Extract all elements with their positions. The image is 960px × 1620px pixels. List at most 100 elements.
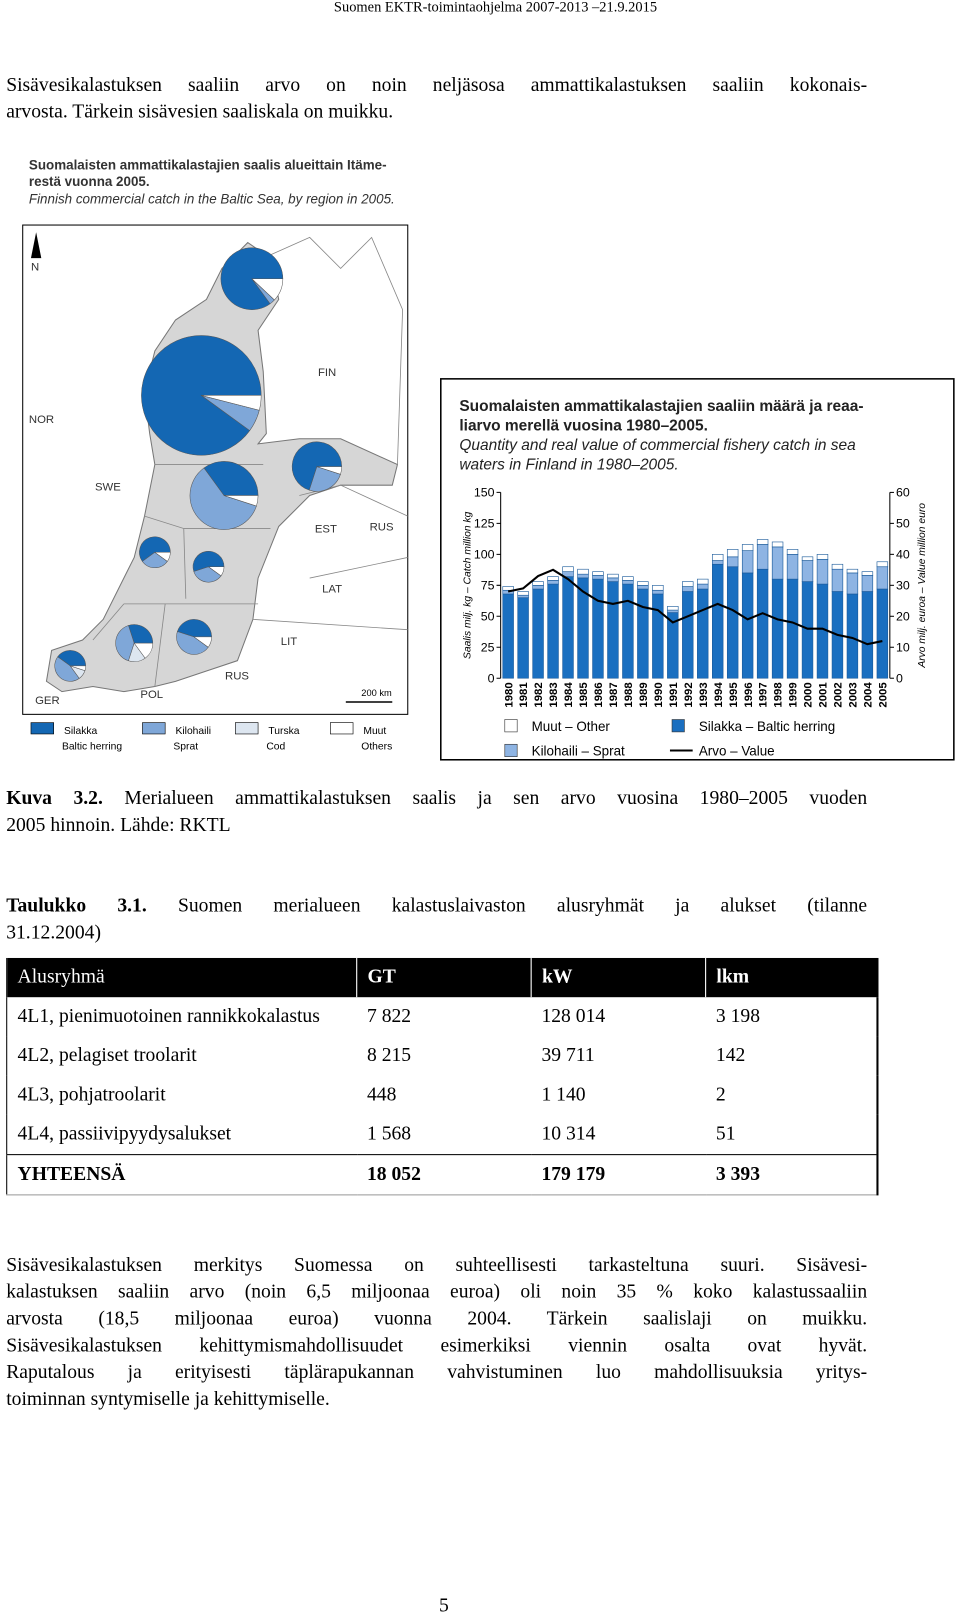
- caption-label: Taulukko 3.1.: [6, 895, 147, 917]
- legend-label: Sprat: [173, 741, 198, 752]
- table-cell: 1 568: [366, 1123, 412, 1145]
- table-cell: 179 179: [531, 1154, 706, 1196]
- y-tick-label: 0: [488, 671, 495, 685]
- header-cell: lkm: [705, 957, 878, 998]
- bar-segment: [517, 597, 529, 679]
- table-cell: 142: [715, 1044, 746, 1067]
- paragraph: Sisävesikalastuksen merkitys Suomessa on…: [6, 1252, 867, 1413]
- y-tick-label: 50: [481, 609, 495, 623]
- legend-label: Kilohaili – Sprat: [532, 744, 625, 759]
- bar-segment: [547, 583, 559, 679]
- legend-label: Muut: [363, 726, 386, 737]
- table-cell: 4L4, passiivipyydysalukset: [17, 1123, 232, 1145]
- map-title: restä vuonna 2005.: [29, 174, 150, 189]
- bar-segment: [831, 563, 844, 570]
- x-tick-label: 2000: [803, 682, 815, 707]
- bar-segment: [622, 576, 634, 581]
- pie-slice: [177, 619, 212, 638]
- pie-slice: [193, 566, 222, 583]
- pie-slice: [201, 395, 262, 411]
- bar-segment: [697, 583, 709, 590]
- x-tick-label: 1998: [773, 682, 785, 707]
- value-line: [507, 568, 883, 646]
- y-tick-label: 25: [481, 640, 495, 654]
- bar-segment: [846, 572, 859, 595]
- table-cell: 51: [715, 1123, 736, 1145]
- text: Suomen merialueen kalastuslaivaston alus…: [177, 895, 868, 917]
- map-label: LIT: [281, 636, 297, 648]
- legend-label: Cod: [266, 741, 285, 752]
- x-tick-label: 1992: [683, 682, 695, 707]
- text: 2005 hinnoin. Lähde: RKTL: [6, 814, 231, 837]
- bar-segment: [637, 588, 649, 679]
- bar-segment: [637, 581, 649, 586]
- legend-swatch: [330, 722, 354, 735]
- text-line: kalastuksen saaliin arvo (noin 6,5 miljo…: [6, 1279, 867, 1306]
- north-arrow: [30, 232, 42, 259]
- map-label: EST: [315, 524, 337, 536]
- text: arvosta. Tärkein sisävesien saaliskala o…: [6, 101, 394, 123]
- bar-segment: [816, 558, 829, 585]
- figure-caption: Kuva 3.2. Merialueen ammattikalastuksen …: [6, 786, 867, 840]
- map-label: NOR: [29, 414, 54, 426]
- y-axis-title: Saalis milj. kg – Catch million kg: [463, 511, 474, 659]
- text: Merialueen ammattikalastuksen saalis ja …: [124, 787, 868, 810]
- legend-swatch: [671, 719, 685, 733]
- chart-title: liarvo merellä vuosina 1980–2005.: [459, 417, 708, 434]
- y-tick-label: 125: [474, 517, 495, 531]
- table-row: 4L2, pelagiset troolarit 8 215 39 711 142: [7, 1036, 878, 1075]
- text-line: 31.12.2004): [6, 920, 867, 947]
- y2-tick-label: 10: [896, 640, 910, 654]
- map-label: LAT: [322, 584, 342, 596]
- scale-label: 200 km: [361, 688, 392, 698]
- bar-segment: [652, 593, 664, 679]
- text-line: toiminnan syntymiselle ja kehittymiselle…: [6, 1386, 867, 1413]
- table-cell: 18 052: [356, 1154, 532, 1196]
- pie-slice: [54, 656, 80, 682]
- bar-segment: [682, 581, 694, 587]
- bar-segment: [861, 591, 874, 679]
- legend-label: Arvo – Value: [699, 744, 775, 759]
- x-tick-label: 1989: [638, 682, 650, 707]
- text-line: Kuva 3.2. Merialueen ammattikalastuksen …: [6, 786, 867, 813]
- running-header: Suomen EKTR-toimintaohjelma 2007-2013 –2…: [333, 0, 658, 16]
- bar-segment: [592, 578, 604, 679]
- x-tick-label: 1996: [743, 682, 755, 707]
- bar-segment: [786, 578, 799, 679]
- pie-slice: [139, 536, 171, 562]
- y-tick-label: 150: [474, 486, 495, 500]
- map-label: FIN: [318, 367, 336, 379]
- bar-segment: [771, 578, 784, 679]
- bar-segment: [652, 589, 664, 595]
- pie-slice: [141, 335, 262, 456]
- bar-segment: [712, 560, 724, 565]
- table-row: 4L4, passiivipyydysalukset 1 568 10 314 51: [7, 1115, 878, 1155]
- bar-segment: [592, 571, 604, 576]
- bar-segment: [846, 593, 859, 679]
- bar-segment: [831, 568, 844, 592]
- pie-slice: [207, 566, 225, 577]
- legend-swatch: [30, 722, 54, 735]
- text-line: arvosta. Tärkein sisävesien saaliskala o…: [6, 99, 867, 126]
- header-cell: kW: [531, 957, 707, 998]
- x-tick-label: 1995: [728, 682, 740, 707]
- map-label: RUS: [370, 522, 394, 534]
- x-tick-label: 1980: [503, 682, 515, 707]
- bar-segment: [801, 560, 814, 582]
- table-row: 4L3, pohjatroolarit 448 1 140 2: [7, 1076, 878, 1115]
- bar-segment: [712, 554, 724, 561]
- bar-segment: [801, 556, 814, 561]
- x-tick-label: 2001: [818, 682, 830, 707]
- x-tick-label: 1983: [548, 682, 560, 707]
- pie-slice: [176, 631, 209, 655]
- paragraph: Sisävesikalastuksen saaliin arvo on noin…: [6, 72, 867, 126]
- region-borders: [92, 236, 408, 687]
- map-label: SWE: [95, 481, 121, 493]
- table-cell: 39 711: [541, 1044, 595, 1067]
- bar-segment: [697, 578, 709, 585]
- bar-segment: [502, 593, 514, 679]
- y2-tick-label: 40: [896, 547, 910, 561]
- bar-segment: [682, 586, 694, 592]
- pie-slice: [70, 665, 86, 671]
- y2-tick-label: 50: [896, 517, 910, 531]
